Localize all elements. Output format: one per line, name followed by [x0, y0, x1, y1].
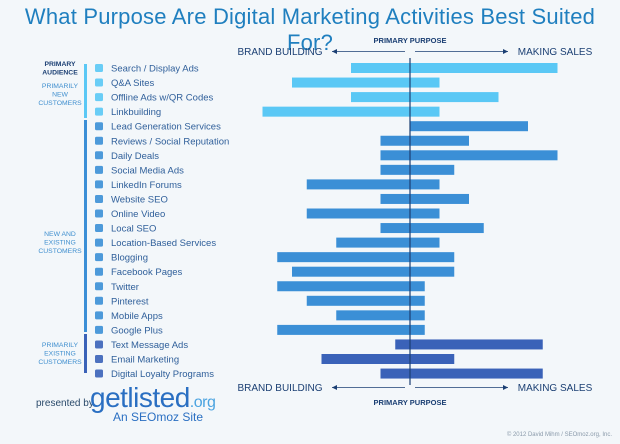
category-label: Linkbuilding [111, 107, 161, 118]
location-icon [95, 224, 103, 233]
chat-icon [95, 78, 103, 87]
category-label: Email Marketing [111, 355, 179, 366]
brand-building-label: BRAND BUILDING [237, 383, 322, 394]
audience-group-label: NEW AND [44, 231, 76, 238]
category-label: Blogging [111, 253, 148, 264]
pinterest-icon [95, 296, 103, 305]
bar-6 [380, 150, 558, 161]
category-label: Offline Ads w/QR Codes [111, 93, 214, 104]
bar-18 [277, 324, 425, 335]
category-label: Lead Generation Services [111, 122, 221, 133]
audience-group-label: EXISTING [44, 240, 76, 247]
arrow-left-head [332, 385, 337, 390]
checkin-icon [95, 238, 103, 247]
email-icon [95, 355, 103, 363]
getlisted-logo[interactable]: getlisted.org [90, 382, 216, 414]
category-label: Mobile Apps [111, 311, 163, 322]
category-label: Facebook Pages [111, 267, 183, 278]
audience-group-label: PRIMARILY [42, 342, 79, 349]
sms-icon [95, 340, 103, 349]
gplus-icon [95, 325, 103, 334]
arrow-right-head [503, 49, 508, 54]
bar-13 [277, 252, 455, 263]
axis-label: PRIMARY PURPOSE [374, 398, 447, 407]
facebook-icon [95, 267, 103, 276]
audience-group-label: CUSTOMERS [38, 100, 82, 107]
copyright-text: © 2012 David Mihm / SEOmoz.org, Inc. [506, 432, 612, 438]
audience-group-label: EXISTING [44, 351, 76, 358]
category-label: Pinterest [111, 296, 149, 307]
category-label: Website SEO [111, 194, 168, 205]
arrow-left-head [332, 49, 337, 54]
bar-7 [380, 164, 455, 175]
android-icon [95, 311, 103, 320]
arrow-right-head [503, 385, 508, 390]
making-sales-label: MAKING SALES [518, 383, 593, 394]
bar-0 [351, 63, 558, 73]
audience-bar-segment [84, 64, 87, 118]
bar-3 [262, 106, 440, 117]
deal-icon [95, 151, 103, 160]
link-icon [95, 107, 103, 116]
video-icon [95, 209, 103, 218]
bar-17 [336, 310, 425, 321]
audience-group-label: CUSTOMERS [38, 248, 82, 255]
globe-icon [95, 194, 103, 203]
bar-10 [306, 208, 440, 219]
bar-11 [380, 223, 484, 234]
category-label: Digital Loyalty Programs [111, 369, 214, 380]
bar-21 [380, 368, 543, 379]
pin-icon [95, 165, 103, 174]
category-label: Twitter [111, 282, 139, 293]
chart-title: What Purpose Are Digital Marketing Activ… [24, 4, 596, 55]
bar-1 [292, 77, 440, 88]
axis-label: PRIMARY PURPOSE [374, 36, 447, 45]
bar-16 [306, 295, 425, 306]
bar-12 [336, 237, 440, 248]
audience-group-label: PRIMARILY [42, 83, 79, 90]
category-label: Search / Display Ads [111, 64, 199, 75]
search-icon [95, 64, 103, 72]
seomoz-site-text: An SEOmoz Site [113, 410, 204, 424]
lead-icon [95, 122, 103, 131]
bar-15 [277, 281, 425, 292]
linkedin-icon [95, 180, 103, 189]
bar-8 [306, 179, 440, 190]
category-label: Local SEO [111, 224, 156, 235]
category-label: Daily Deals [111, 151, 159, 162]
audience-group-label: AUDIENCE [42, 70, 78, 77]
rss-icon [95, 253, 103, 262]
review-icon [95, 136, 103, 145]
logo-main-text: getlisted [90, 382, 190, 413]
category-label: Location-Based Services [111, 238, 216, 249]
category-label: Google Plus [111, 325, 163, 336]
category-label: Text Message Ads [111, 340, 188, 351]
audience-group-label: PRIMARY [44, 61, 76, 68]
making-sales-label: MAKING SALES [518, 47, 593, 58]
audience-group-label: CUSTOMERS [38, 359, 82, 366]
brand-building-label: BRAND BUILDING [237, 47, 322, 58]
audience-group-label: NEW [52, 92, 68, 99]
audience-bar-segment [84, 334, 87, 373]
logo-suffix-text: .org [189, 394, 216, 411]
category-label: Social Media Ads [111, 165, 184, 176]
bar-4 [410, 121, 528, 132]
bar-2 [351, 92, 499, 103]
presented-by-text: presented by [36, 398, 94, 409]
audience-bar-segment [84, 120, 87, 332]
loyalty-icon [95, 369, 103, 378]
bar-19 [395, 339, 543, 350]
bar-20 [321, 354, 455, 364]
category-label: Online Video [111, 209, 165, 220]
category-label: Reviews / Social Reputation [111, 136, 229, 147]
category-label: Q&A Sites [111, 78, 155, 89]
twitter-icon [95, 282, 103, 291]
bar-14 [292, 266, 455, 277]
category-label: LinkedIn Forums [111, 180, 182, 191]
bar-5 [380, 135, 469, 146]
qr-icon [95, 93, 103, 102]
bar-9 [380, 193, 469, 204]
